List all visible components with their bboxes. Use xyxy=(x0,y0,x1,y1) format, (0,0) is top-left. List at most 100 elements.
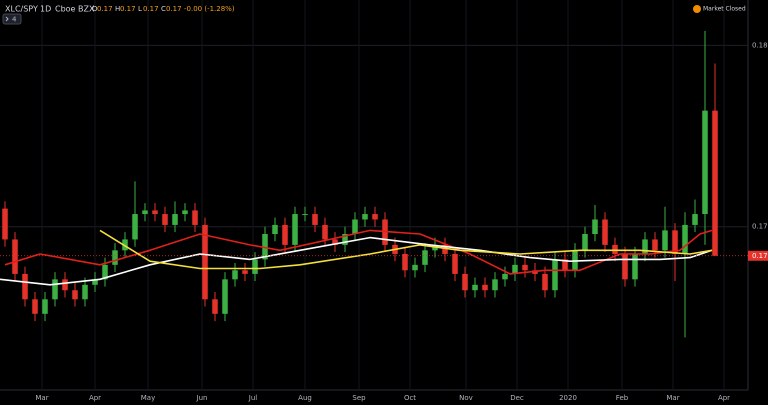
x-tick-label: May xyxy=(141,394,155,402)
candle-body xyxy=(642,239,648,254)
candle-body xyxy=(492,279,498,291)
candle-body xyxy=(112,250,118,265)
x-tick-label: Mar xyxy=(666,394,679,402)
candle-body xyxy=(132,214,138,240)
candle-body xyxy=(22,273,28,300)
ohlc-key: H xyxy=(115,5,120,13)
ohlc-value: 0.17 xyxy=(97,5,113,13)
ohlc-key: C xyxy=(161,5,166,13)
candle-body xyxy=(402,253,408,271)
moving-average-line xyxy=(0,236,713,286)
candle-body xyxy=(292,214,298,245)
candle-body xyxy=(172,214,178,225)
candle-body xyxy=(302,214,308,216)
candle-body xyxy=(142,210,148,215)
symbol[interactable]: XLC/SPY xyxy=(5,5,38,14)
x-tick-label: Sep xyxy=(352,394,366,402)
candle-body xyxy=(72,290,78,300)
x-tick-label: Dec xyxy=(510,394,524,402)
candle-body xyxy=(222,279,228,314)
candle-body xyxy=(482,284,488,291)
x-tick-label: Jul xyxy=(248,394,258,402)
candle-body xyxy=(62,279,68,291)
exchange: Cboe BZX xyxy=(55,5,95,14)
header: XLC/SPY 1D Cboe BZX Market Closed 4 O 0.1… xyxy=(2,5,746,25)
candle-body xyxy=(582,234,588,251)
ohlc-key: O xyxy=(92,5,98,13)
candle-body xyxy=(242,270,248,274)
y-tick-label: 0.17 xyxy=(752,223,768,231)
candle-body xyxy=(412,264,418,271)
candle-body xyxy=(442,244,448,254)
candle-body xyxy=(192,210,198,225)
candle-body xyxy=(322,224,328,240)
candle-body xyxy=(512,264,518,274)
x-tick-label: Mar xyxy=(35,394,48,402)
ohlc-key: L xyxy=(138,5,142,13)
x-tick-label: Jun xyxy=(196,394,208,402)
candle-body xyxy=(712,110,718,256)
candle-body xyxy=(342,234,348,245)
candle-body xyxy=(32,299,38,314)
candle-body xyxy=(312,214,318,225)
indicator-toggle[interactable] xyxy=(2,13,22,25)
candle-body xyxy=(522,264,528,271)
last-price-badge xyxy=(748,250,768,261)
candle-body xyxy=(352,219,358,234)
moving-average-line xyxy=(99,229,713,270)
candle-body xyxy=(372,214,378,220)
candle-body xyxy=(282,224,288,245)
candle-body xyxy=(552,259,558,291)
candle-body xyxy=(592,219,598,234)
indicator-count[interactable]: 4 xyxy=(12,16,17,24)
candle-body xyxy=(632,253,638,280)
candle-body xyxy=(12,239,18,274)
candle-body xyxy=(262,234,268,260)
candle-body xyxy=(502,273,508,280)
candle-body xyxy=(252,259,258,274)
chevron-icon xyxy=(5,16,9,22)
candle-body xyxy=(212,299,218,314)
candle-body xyxy=(332,239,338,245)
candle-body xyxy=(422,250,428,265)
candle-body xyxy=(82,284,88,300)
candle-body xyxy=(662,230,668,251)
candle-body xyxy=(92,279,98,285)
x-tick-label: 2020 xyxy=(559,394,577,402)
candle-body xyxy=(682,224,688,254)
candle-body xyxy=(182,210,188,215)
candle-body xyxy=(452,253,458,274)
x-tick-label: Aug xyxy=(298,394,312,402)
candle-body xyxy=(42,299,48,314)
ohlc-value: 0.17 xyxy=(143,5,159,13)
candle-body xyxy=(622,253,628,280)
plot-area xyxy=(0,0,748,390)
interval[interactable]: 1D xyxy=(40,5,51,14)
candle-body xyxy=(472,284,478,291)
candle-body xyxy=(602,219,608,245)
candle-body xyxy=(162,214,168,225)
change: -0.00 (-1.28%) xyxy=(184,5,235,13)
candle-body xyxy=(612,244,618,254)
candle-body xyxy=(202,224,208,300)
x-tick-label: Oct xyxy=(404,394,416,402)
candle-body xyxy=(362,214,368,220)
candle-body xyxy=(562,259,568,271)
x-tick-label: Nov xyxy=(459,394,473,402)
candle-body xyxy=(272,224,278,234)
y-tick-label: 0.18 xyxy=(752,41,768,49)
candle-body xyxy=(672,230,678,254)
moving-average-line xyxy=(4,229,713,275)
ohlc-value: 0.17 xyxy=(166,5,182,13)
candle-body xyxy=(542,273,548,291)
candle-body xyxy=(152,210,158,215)
x-tick-label: Apr xyxy=(718,394,730,402)
candle-body xyxy=(462,273,468,291)
market-status: Market Closed xyxy=(703,6,746,13)
ohlc-value: 0.17 xyxy=(120,5,136,13)
candle-body xyxy=(102,264,108,280)
candle-body xyxy=(692,214,698,225)
status-icon xyxy=(693,5,701,13)
